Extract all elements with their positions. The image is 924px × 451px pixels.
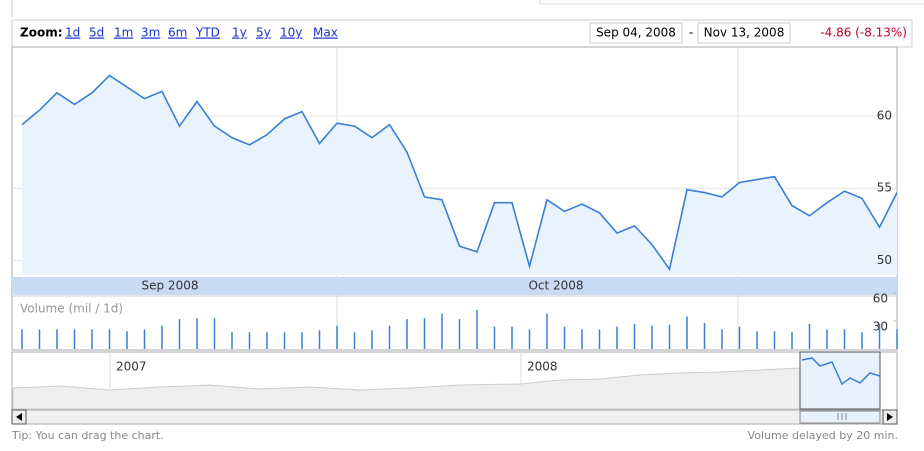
- month-label: Oct 2008: [528, 279, 583, 293]
- arrow-left: [16, 413, 22, 421]
- zoom-links: 1d 5d 1m 3m 6m YTD 1y 5y 10y Max: [65, 26, 338, 40]
- zoom-link[interactable]: YTD: [195, 26, 220, 40]
- price-area: [22, 75, 897, 275]
- volume-tick-label: 30: [873, 320, 888, 334]
- zoom-link[interactable]: 5d: [89, 26, 104, 40]
- zoom-link[interactable]: 1y: [232, 26, 247, 40]
- arrow-right: [887, 413, 893, 421]
- start-date[interactable]: Sep 04, 2008: [596, 26, 676, 40]
- volume-plot: 30 60: [21, 292, 898, 349]
- y-tick-label: 65: [877, 36, 892, 50]
- zoom-label: Zoom:: [20, 26, 63, 40]
- year-label: 2007: [116, 360, 147, 374]
- zoom-link[interactable]: 1d: [65, 26, 80, 40]
- zoom-link[interactable]: Max: [313, 26, 338, 40]
- zoom-link[interactable]: 1m: [114, 26, 133, 40]
- y-tick-label: 50: [877, 253, 892, 267]
- range-separator: -: [689, 26, 693, 40]
- y-tick-label: 60: [877, 108, 892, 122]
- end-date[interactable]: Nov 13, 2008: [704, 26, 785, 40]
- month-band: [12, 277, 897, 295]
- start-date-box[interactable]: [589, 22, 683, 44]
- volume-tick-label: 60: [873, 292, 888, 306]
- scrollbar[interactable]: [11, 409, 898, 425]
- thumb-grip: [837, 413, 847, 420]
- price-line: [21, 74, 897, 272]
- scroll-thumb[interactable]: [799, 410, 881, 424]
- year-label: 2008: [527, 360, 558, 374]
- y-tick-label: 55: [877, 181, 892, 195]
- month-label: Sep 2008: [142, 279, 199, 293]
- zoom-link[interactable]: 3m: [141, 26, 160, 40]
- zoom-link[interactable]: 6m: [168, 26, 187, 40]
- navigator-area: [12, 367, 801, 410]
- navigator-line: [801, 357, 881, 386]
- zoom-link[interactable]: 10y: [280, 26, 302, 40]
- price-plot: [12, 74, 897, 275]
- volume-note: Volume delayed by 20 min.: [748, 429, 898, 442]
- tip: Tip: You can drag the chart.: [11, 429, 164, 442]
- zoom-link[interactable]: 5y: [256, 26, 271, 40]
- volume-label: Volume (mil / 1d): [20, 302, 123, 316]
- end-date-box[interactable]: [697, 22, 791, 44]
- price-change: -4.86 (-8.13%): [820, 26, 907, 40]
